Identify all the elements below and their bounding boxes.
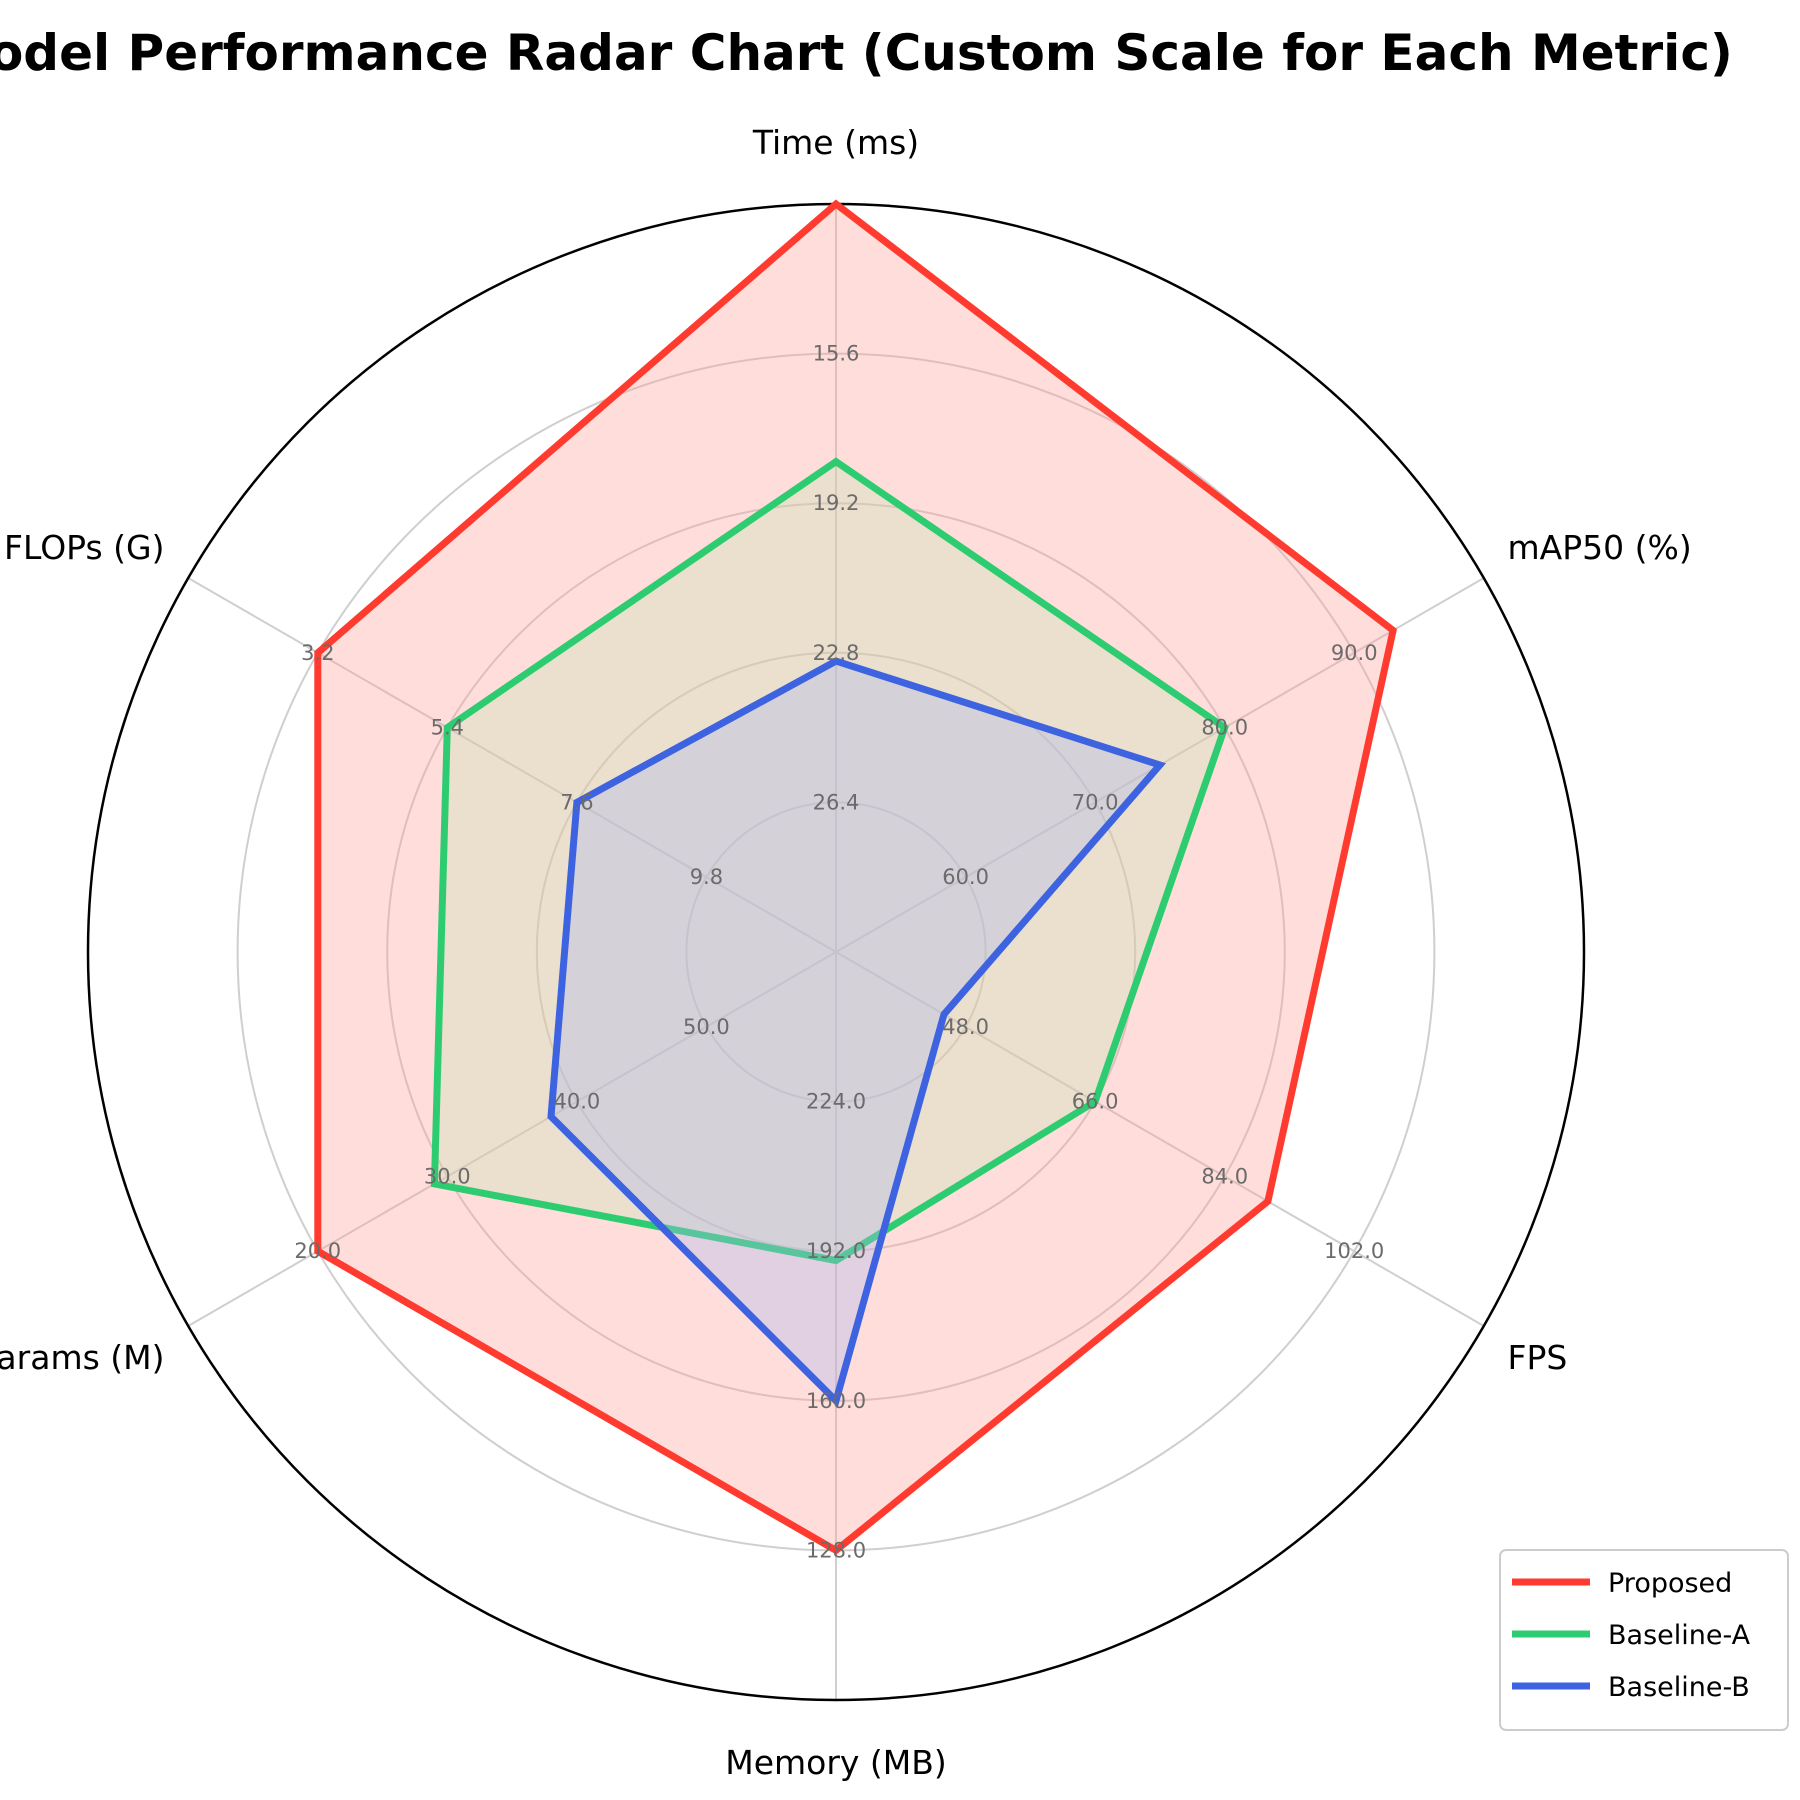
tick-label: 22.8 <box>813 641 860 665</box>
tick-label: 224.0 <box>806 1090 866 1114</box>
tick-label: 5.4 <box>431 716 464 740</box>
tick-label: 66.0 <box>1072 1090 1119 1114</box>
tick-label: 20.0 <box>294 1239 341 1263</box>
axis-spoke <box>187 577 837 953</box>
tick-label: 90.0 <box>1331 641 1378 665</box>
radar-series <box>314 199 1397 1555</box>
tick-label: 160.0 <box>806 1389 866 1413</box>
axis-labels: Time (ms) mAP50 (%) FPS Memory (MB) Params (… <box>0 123 1692 1782</box>
series-area-baseline-a <box>434 461 1225 1261</box>
tick-label: 128.0 <box>806 1538 866 1562</box>
axis-label: Time (ms) <box>752 123 919 162</box>
series-line-baseline-b <box>547 657 1167 1408</box>
axis-label: FLOPs (G) <box>4 528 165 567</box>
tick-label: 70.0 <box>1072 790 1119 814</box>
tick-label: 84.0 <box>1201 1164 1248 1188</box>
tick-labels: 15.6 19.2 22.8 26.4 90.0 80.0 70.0 60.0 102.0 84.… <box>294 342 1384 1563</box>
series-area-baseline-b <box>551 661 1160 1401</box>
tick-label: 3.2 <box>301 641 334 665</box>
legend: Proposed Baseline-A Baseline-B <box>1499 1549 1789 1731</box>
tick-label: 102.0 <box>1324 1239 1384 1263</box>
tick-label: 60.0 <box>942 865 989 889</box>
tick-label: 15.6 <box>813 342 860 366</box>
tick-label: 192.0 <box>806 1239 866 1263</box>
tick-label: 26.4 <box>813 790 860 814</box>
series-line-baseline-a <box>430 457 1229 1265</box>
axis-label: FPS <box>1508 1338 1568 1377</box>
chart-title: Model Performance Radar Chart (Custom Sc… <box>0 24 1733 82</box>
series-line-proposed <box>314 199 1397 1555</box>
tick-label: 30.0 <box>424 1164 471 1188</box>
tick-label: 80.0 <box>1201 716 1248 740</box>
axis-spoke <box>187 951 837 1327</box>
tick-label: 50.0 <box>683 1015 730 1039</box>
tick-label: 7.6 <box>560 790 593 814</box>
legend-label: Baseline-A <box>1608 1620 1751 1651</box>
legend-label: Proposed <box>1608 1568 1732 1599</box>
axis-label: Params (M) <box>0 1338 165 1377</box>
tick-label: 40.0 <box>554 1090 601 1114</box>
axis-label: Memory (MB) <box>725 1743 947 1782</box>
axis-label: mAP50 (%) <box>1508 528 1692 567</box>
tick-label: 48.0 <box>942 1015 989 1039</box>
legend-label: Baseline-B <box>1608 1672 1750 1703</box>
tick-label: 9.8 <box>690 865 723 889</box>
tick-label: 19.2 <box>813 491 860 515</box>
